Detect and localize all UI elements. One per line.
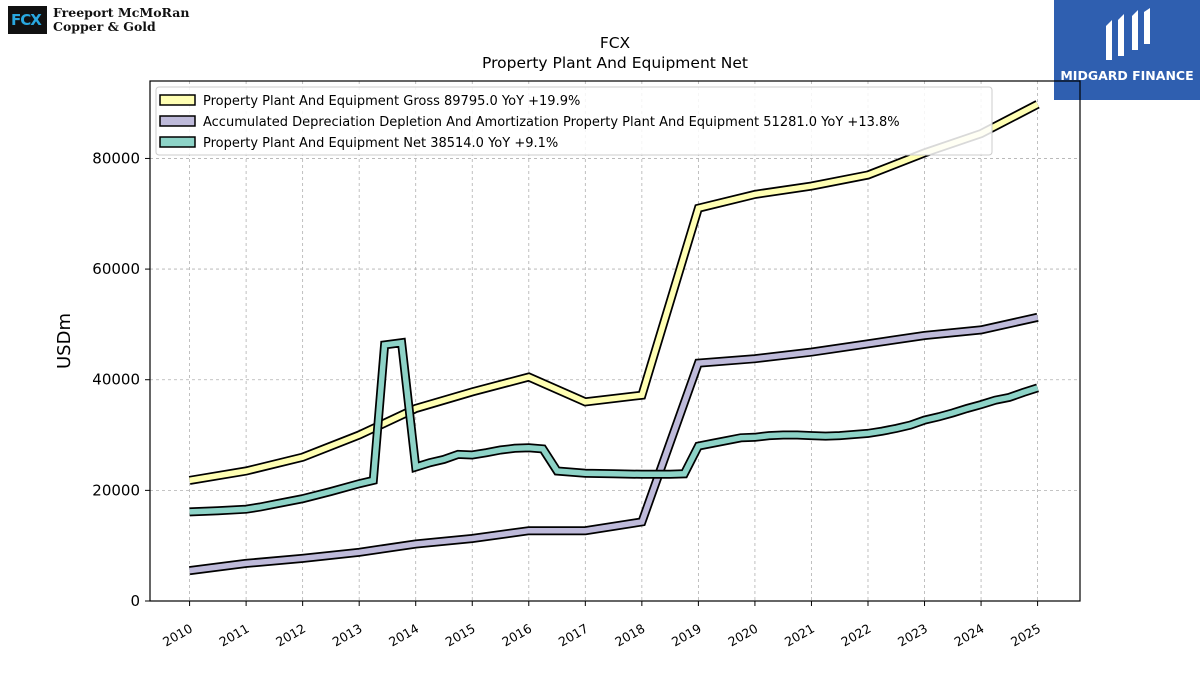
legend-swatch-1 <box>159 115 196 127</box>
plot-frame <box>149 80 1081 602</box>
legend-swatch-2 <box>159 136 196 148</box>
y-tick-label: 40000 <box>92 371 140 389</box>
freeport-logo-text: Freeport McMoRan Copper & Gold <box>53 6 189 34</box>
legend-box <box>155 86 993 156</box>
x-tick-label: 2014 <box>386 621 421 650</box>
x-tick-label: 2023 <box>895 621 930 650</box>
x-tick-label: 2019 <box>669 621 704 650</box>
y-axis-label: USDm <box>54 313 75 369</box>
legend-label-0: Property Plant And Equipment Gross 89795… <box>203 94 580 109</box>
freeport-logo-line1: Freeport McMoRan <box>53 5 190 20</box>
series-line-2 <box>189 339 1039 515</box>
x-tick-label: 2025 <box>1008 621 1043 650</box>
chart-title: FCX <box>600 34 631 52</box>
x-tick-label: 2020 <box>725 621 760 650</box>
fcx-logo-mark: FCX <box>8 6 47 34</box>
x-tick-label: 2011 <box>217 621 252 650</box>
midgard-finance-logo: MIDGARD FINANCE <box>1054 0 1200 100</box>
legend-label-2: Property Plant And Equipment Net 38514.0… <box>203 136 558 151</box>
legend-swatch-0 <box>159 94 196 106</box>
y-tick-label: 20000 <box>92 481 140 499</box>
x-tick-label: 2017 <box>556 621 591 650</box>
midgard-m-icon <box>1106 8 1150 60</box>
freeport-logo: FCX Freeport McMoRan Copper & Gold <box>8 6 228 40</box>
x-tick-label: 2013 <box>330 621 365 650</box>
axes: 2010 2011 2012 2013 2014 2015 2016 2017 2018 2019… <box>92 149 1043 649</box>
x-tick-label: 2018 <box>612 621 647 650</box>
fcx-logo-mark-text: FCX <box>11 11 42 29</box>
series-line-1 <box>189 314 1039 574</box>
chart-subtitle: Property Plant And Equipment Net <box>482 54 748 72</box>
x-tick-label: 2022 <box>838 621 873 650</box>
freeport-logo-line2: Copper & Gold <box>53 19 156 34</box>
x-tick-label: 2012 <box>273 621 308 650</box>
y-tick-label: 0 <box>130 592 140 610</box>
x-tick-label: 2021 <box>782 621 817 650</box>
series-outline-1 <box>189 312 1039 576</box>
y-tick-label: 60000 <box>92 260 140 278</box>
x-tick-label: 2024 <box>952 621 987 650</box>
midgard-logo-text: MIDGARD FINANCE <box>1060 68 1194 83</box>
series-layer <box>188 100 1040 576</box>
series-line-0 <box>189 101 1039 484</box>
grid-lines <box>150 81 1080 601</box>
x-tick-label: 2016 <box>499 621 534 650</box>
legend: Property Plant And Equipment Gross 89795… <box>155 86 993 156</box>
legend-label-1: Accumulated Depreciation Depletion And A… <box>203 115 900 130</box>
x-tick-label: 2010 <box>160 621 195 650</box>
y-tick-label: 80000 <box>92 149 140 167</box>
x-tick-label: 2015 <box>443 621 478 650</box>
